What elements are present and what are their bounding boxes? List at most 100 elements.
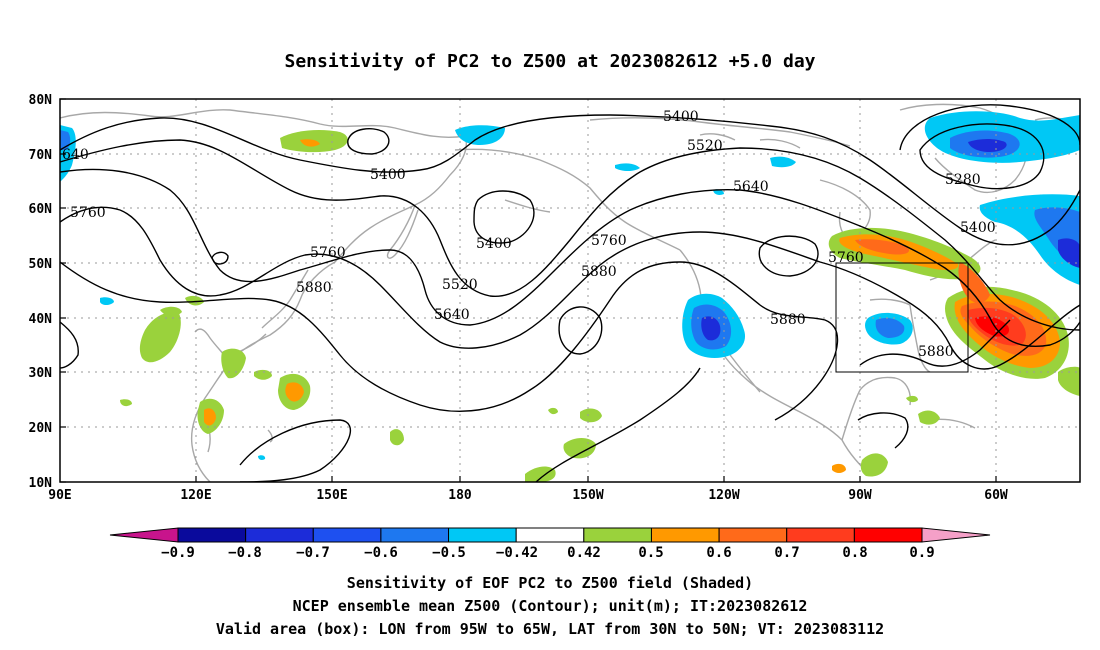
colorbar-cell xyxy=(786,527,855,543)
contour-label: 5640 xyxy=(733,179,769,195)
shade-positive-trop7 xyxy=(832,463,846,473)
lat-tick-label: 10N xyxy=(29,476,53,491)
colorbar-cell xyxy=(583,527,652,543)
colorbar-right-tip xyxy=(921,527,991,543)
colorbar-label: −0.8 xyxy=(228,545,262,561)
sensitivity-shading xyxy=(60,111,1080,482)
shade-negative-atlantic-inner xyxy=(1058,238,1080,268)
shade-positive-trop1 xyxy=(525,466,556,482)
colorbar-label: 0.8 xyxy=(842,545,867,561)
shade-positive-china1 xyxy=(139,311,181,363)
contour-5760-closed xyxy=(758,235,819,277)
caption: Sensitivity of EOF PC2 to Z500 field (Sh… xyxy=(216,574,884,638)
shade-positive-china3 xyxy=(185,295,204,306)
colorbar-label: 0.5 xyxy=(638,545,663,561)
contour-label: 5760 xyxy=(591,233,627,249)
contour-5400-pac xyxy=(473,190,535,244)
lon-tick-label: 120E xyxy=(180,488,211,503)
contour-5400-ring xyxy=(899,104,1080,151)
contour-label: 5640 xyxy=(434,307,470,323)
contour-label: 5520 xyxy=(442,277,478,293)
shade-positive-atlantic-l5 xyxy=(975,316,1010,337)
contour-small-low-1 xyxy=(347,128,390,155)
colorbar-label: −0.7 xyxy=(296,545,330,561)
colorbar-label: −0.42 xyxy=(496,545,538,561)
shade-positive-trop5 xyxy=(860,453,888,477)
shade-negative-tiny1 xyxy=(100,297,114,305)
contour-small-low-2 xyxy=(211,251,229,265)
map-frame xyxy=(59,98,1081,483)
longitude-labels: 90E 120E 150E 180 150W 120W 90W 60W xyxy=(48,488,1008,503)
lon-tick-label: 120W xyxy=(708,488,739,503)
contour-label: 5400 xyxy=(370,167,406,183)
colorbar-cell xyxy=(515,527,585,543)
contour-high-pac xyxy=(558,306,603,355)
caption-line-1: Sensitivity of EOF PC2 to Z500 field (Sh… xyxy=(347,574,753,592)
shade-positive-pacific1-core xyxy=(285,382,304,402)
lat-tick-label: 80N xyxy=(29,93,53,108)
lon-tick-label: 150E xyxy=(316,488,347,503)
axis-ticks xyxy=(60,98,997,483)
contour-label: 5400 xyxy=(663,109,699,125)
contour-5400-main xyxy=(60,114,1080,246)
lon-tick-label: 180 xyxy=(448,488,472,503)
contour-label: 5400 xyxy=(476,236,512,252)
lon-tick-label: 150W xyxy=(572,488,603,503)
shade-positive-china2 xyxy=(160,306,182,317)
contour-west-low xyxy=(60,321,79,369)
caption-line-3: Valid area (box): LON from 95W to 65W, L… xyxy=(216,620,884,638)
contour-label: 5280 xyxy=(945,172,981,188)
shade-negative-hudson xyxy=(770,156,796,168)
contour-5880-c xyxy=(239,419,351,482)
latitude-labels: 80N 70N 60N 50N 40N 30N 20N 10N xyxy=(29,93,53,491)
contour-label: 5760 xyxy=(310,245,346,261)
shade-positive-eastatl xyxy=(1058,366,1080,396)
shade-positive-small1 xyxy=(254,369,272,380)
colorbar-label: 0.6 xyxy=(706,545,731,561)
contour-5280 xyxy=(919,123,1045,190)
shade-positive-korea xyxy=(221,348,246,379)
lat-tick-label: 50N xyxy=(29,257,53,272)
contour-labels: 5400 5400 5400 5400 5280 5520 5520 5640 … xyxy=(62,109,996,360)
colorbar-label: −0.9 xyxy=(161,545,195,561)
colorbar-cell xyxy=(718,527,788,543)
contour-5640 xyxy=(60,168,1080,347)
colorbar-cell xyxy=(853,527,923,543)
caption-line-2: NCEP ensemble mean Z500 (Contour); unit(… xyxy=(293,597,808,615)
shade-positive-canada-inner xyxy=(855,239,910,255)
gridlines xyxy=(60,99,1080,482)
shade-positive-small3 xyxy=(120,399,132,407)
shade-negative-arctic xyxy=(455,125,505,145)
contour-label: 5880 xyxy=(918,344,954,360)
colorbar-cell xyxy=(650,527,720,543)
lon-tick-label: 60W xyxy=(984,488,1008,503)
shade-positive-trop3 xyxy=(580,408,602,423)
shade-positive-trop6 xyxy=(918,410,940,425)
shade-positive-siberia-core xyxy=(300,139,320,147)
lat-tick-label: 40N xyxy=(29,312,53,327)
colorbar-cells xyxy=(177,527,923,543)
contour-5880-e xyxy=(857,412,909,449)
colorbar: −0.9 −0.8 −0.7 −0.6 −0.5 −0.42 0.42 0.5 … xyxy=(109,527,991,561)
contour-label: 5880 xyxy=(770,312,806,328)
lat-tick-label: 30N xyxy=(29,366,53,381)
lat-tick-label: 70N xyxy=(29,148,53,163)
contour-5880 xyxy=(60,261,839,421)
shade-positive-cuba xyxy=(906,395,918,403)
colorbar-label: 0.9 xyxy=(909,545,934,561)
colorbar-cell xyxy=(177,527,247,543)
contour-5760 xyxy=(60,206,1080,370)
colorbar-labels: −0.9 −0.8 −0.7 −0.6 −0.5 −0.42 0.42 0.5 … xyxy=(161,545,935,561)
colorbar-left-tip xyxy=(109,527,179,543)
contour-label: 5760 xyxy=(828,250,864,266)
shade-negative-midwest-core xyxy=(875,318,905,338)
contour-label: 5760 xyxy=(70,205,106,221)
colorbar-cell xyxy=(448,527,517,543)
valid-area-box xyxy=(835,262,969,373)
colorbar-label: −0.6 xyxy=(364,545,398,561)
contour-label: 640 xyxy=(62,147,89,163)
shade-positive-philippines-core xyxy=(204,408,216,426)
shade-positive-trop4 xyxy=(548,407,558,415)
shade-positive-link xyxy=(958,262,990,303)
